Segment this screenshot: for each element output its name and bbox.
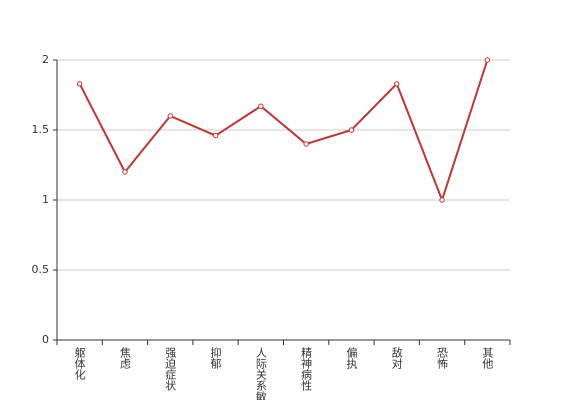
- line: [78, 59, 489, 203]
- x-tick-label: 精神病性: [300, 347, 313, 392]
- x-tick-label: 其他: [481, 347, 494, 369]
- x-tick-label: 强迫症状: [164, 347, 177, 391]
- x-tick-label: 抑郁: [209, 346, 222, 369]
- point: [212, 132, 219, 139]
- x-tick-label: 恐怖: [436, 347, 449, 369]
- x-tick-label: 焦虑: [118, 347, 131, 369]
- y-tick-label: 1: [42, 193, 49, 206]
- y-tick-label: 0.5: [32, 263, 50, 276]
- point: [394, 81, 400, 87]
- point: [348, 127, 355, 133]
- point: [484, 57, 491, 63]
- point: [167, 113, 173, 119]
- y-tick-label: 0: [42, 333, 49, 346]
- x-tick-label: 人际关系敏感: [254, 347, 267, 400]
- point: [76, 81, 83, 87]
- point: [258, 103, 264, 109]
- point: [439, 197, 445, 203]
- point: [122, 169, 128, 175]
- y-tick-label: 2: [42, 53, 49, 66]
- x-tick-label: 躯体化: [73, 347, 86, 381]
- x-tick-label: 偏执: [345, 346, 358, 370]
- y-tick-label: 1.5: [32, 123, 50, 136]
- x-tick-label: 敌对: [390, 346, 403, 369]
- point: [303, 141, 309, 147]
